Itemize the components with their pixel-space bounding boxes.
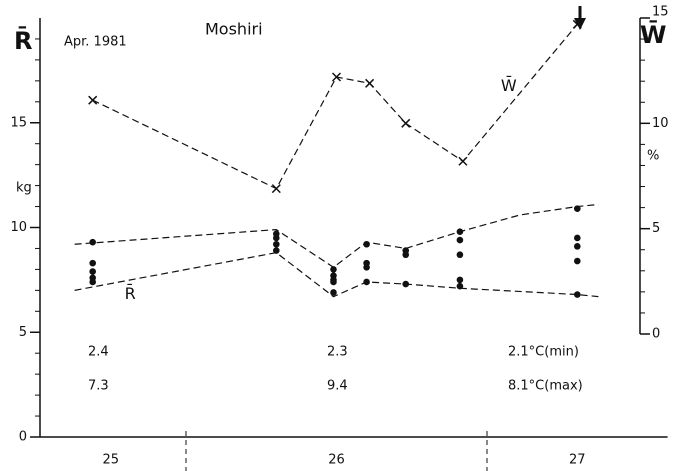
chart-subtitle: Apr. 1981 (64, 35, 127, 50)
x-tick-label: 25 (102, 453, 119, 468)
r-point (89, 259, 96, 267)
y2-tick-label: 5 (652, 221, 660, 236)
r-point (330, 289, 337, 296)
y-tick-label: 15 (10, 115, 27, 130)
w-point (88, 95, 98, 105)
w-point (271, 184, 281, 194)
r-point (402, 280, 410, 288)
temperature-min: 2.4 (88, 345, 109, 360)
r-point (456, 276, 464, 284)
r-point (402, 251, 410, 259)
w-line (92, 23, 578, 190)
y-tick-label: 5 (19, 325, 27, 340)
temperature-max: 7.3 (88, 379, 109, 394)
r-point (363, 264, 370, 271)
y2-axis-title: W̄ (640, 19, 666, 49)
r-point (363, 278, 370, 286)
r-point (574, 291, 581, 298)
r-point (574, 205, 581, 212)
w-point (401, 118, 411, 128)
temperature-min: 2.3 (327, 345, 348, 360)
r-point (273, 234, 280, 242)
r-point (574, 257, 581, 265)
w-point (365, 78, 375, 88)
r-point (574, 243, 581, 250)
y2-tick-label: 0 (652, 327, 660, 342)
r-point (456, 251, 464, 259)
w-point (458, 156, 468, 166)
r-point (330, 278, 337, 286)
r-point (89, 278, 96, 286)
temperature-max: 9.4 (327, 379, 348, 394)
r-point (456, 236, 464, 244)
y2-unit: % (647, 149, 659, 164)
r-point (363, 240, 370, 248)
r-point (456, 282, 464, 290)
y2-tick-label: 10 (652, 116, 669, 131)
x-tick-label: 27 (569, 453, 586, 468)
w-point (572, 19, 582, 29)
envelope-line (74, 252, 599, 298)
temperature-max: 8.1°C(max) (508, 379, 583, 394)
w-point (331, 72, 342, 82)
temperature-min: 2.1°C(min) (508, 345, 579, 360)
y-unit: kg (16, 181, 32, 196)
envelope-line (74, 203, 599, 269)
w-label: W̄ (501, 76, 517, 95)
y-tick-label: 10 (10, 220, 27, 235)
r-point (456, 228, 464, 235)
r-label: R̄ (125, 284, 136, 303)
r-point (330, 266, 337, 273)
chart-title: Moshiri (205, 20, 263, 39)
r-point (273, 247, 280, 254)
r-point (273, 240, 280, 248)
y-tick-label: 0 (19, 430, 27, 445)
r-point (574, 234, 581, 242)
r-point (89, 238, 96, 246)
r-point (89, 268, 96, 275)
y-axis-title: R̄ (14, 25, 32, 55)
y2-tick-label: 15 (652, 5, 669, 20)
x-tick-label: 26 (328, 453, 345, 468)
